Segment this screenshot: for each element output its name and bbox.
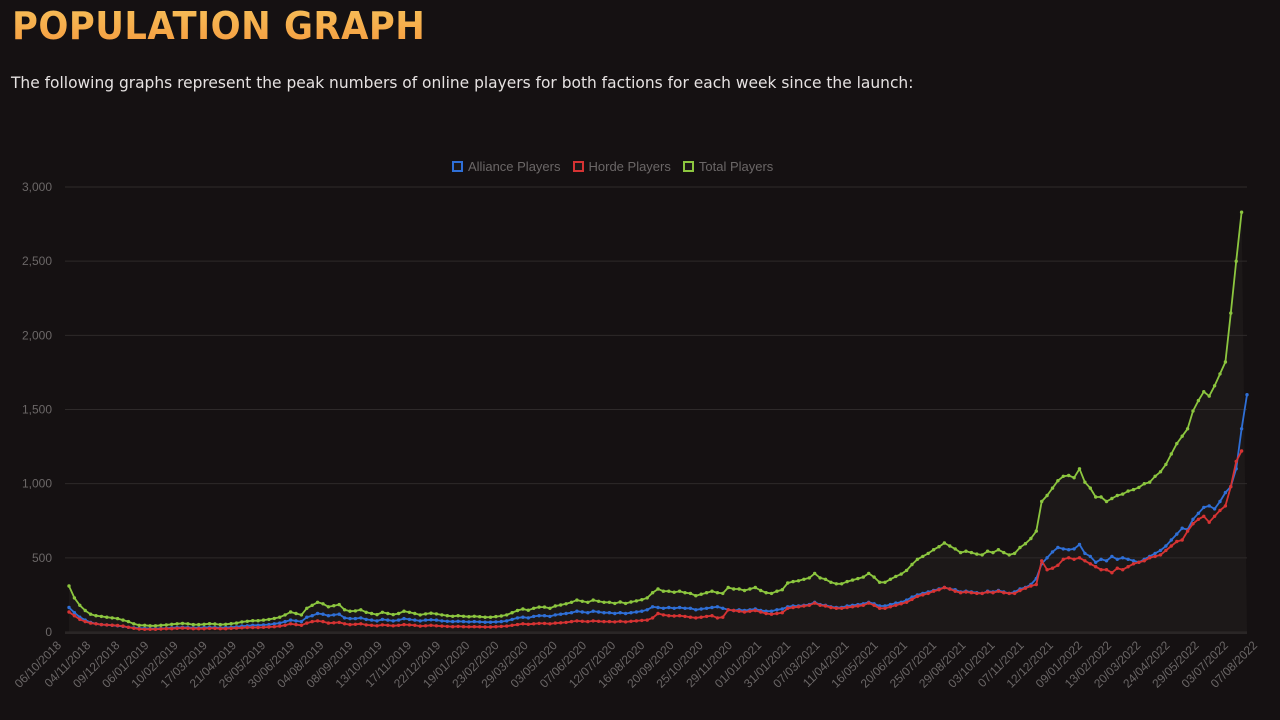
chart-legend: Alliance Players Horde Players Total Pla… xyxy=(452,159,773,174)
alliance-swatch-icon xyxy=(452,161,463,172)
page-description: The following graphs represent the peak … xyxy=(11,73,914,92)
y-axis: 0 500 1,000 1,500 2,000 2,500 3,000 xyxy=(22,180,52,639)
y-tick-label: 0 xyxy=(45,625,52,639)
total-swatch-icon xyxy=(682,161,694,172)
plot-area xyxy=(69,212,1247,632)
page-title: POPULATION GRAPH xyxy=(12,4,426,48)
series-lines xyxy=(67,210,1249,631)
legend-item-alliance[interactable]: Alliance Players xyxy=(452,159,561,174)
legend-label-total: Total Players xyxy=(698,159,774,174)
legend-item-total[interactable]: Total Players xyxy=(682,159,774,174)
y-tick-label: 2,000 xyxy=(22,328,52,342)
legend-item-horde[interactable]: Horde Players xyxy=(572,159,671,174)
legend-label-alliance: Alliance Players xyxy=(468,159,561,174)
grid-lines xyxy=(65,186,1247,634)
x-axis: 06/10/201804/11/201809/12/201806/01/2019… xyxy=(12,638,1261,691)
legend-label-horde: Horde Players xyxy=(588,159,671,174)
y-tick-label: 2,500 xyxy=(22,254,52,268)
y-tick-label: 3,000 xyxy=(22,180,52,194)
y-tick-label: 1,500 xyxy=(22,403,52,417)
plot-fill xyxy=(69,212,1247,632)
y-tick-label: 500 xyxy=(32,551,52,565)
y-tick-label: 1,000 xyxy=(22,477,52,491)
horde-swatch-icon xyxy=(572,161,584,172)
